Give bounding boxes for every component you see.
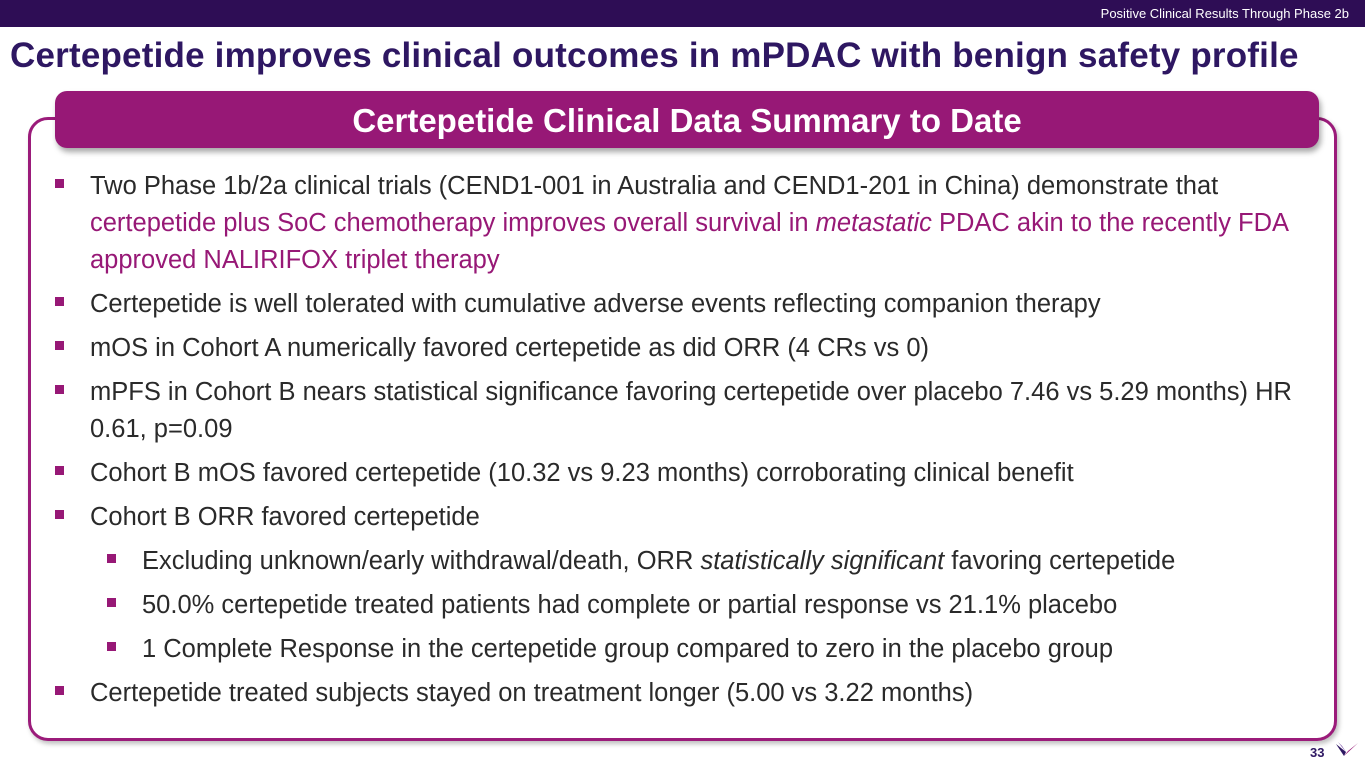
bullet-text: Cohort B ORR favored certepetide [90, 503, 480, 531]
header-bar: Positive Clinical Results Through Phase … [0, 0, 1365, 27]
square-bullet-icon [107, 554, 116, 563]
bullet-list: Two Phase 1b/2a clinical trials (CEND1-0… [52, 168, 1317, 719]
square-bullet-icon [55, 466, 64, 475]
bullet-item: Cohort B mOS favored certepetide (10.32 … [52, 455, 1317, 492]
bullet-text: Certepetide is well tolerated with cumul… [90, 290, 1101, 318]
bullet-highlight: certepetide plus SoC chemotherapy improv… [90, 209, 816, 237]
square-bullet-icon [55, 297, 64, 306]
square-bullet-icon [107, 598, 116, 607]
section-label: Positive Clinical Results Through Phase … [1100, 6, 1349, 21]
page-number: 33 [1310, 745, 1325, 760]
bullet-italic: statistically significant [700, 547, 945, 575]
bullet-item: Certepetide is well tolerated with cumul… [52, 286, 1317, 323]
bullet-item: Cohort B ORR favored certepetide [52, 499, 1317, 536]
bullet-highlight-end: PDAC akin to the recently FDA approved N… [90, 209, 1288, 274]
square-bullet-icon [55, 686, 64, 695]
sub-bullet-item: 50.0% certepetide treated patients had c… [52, 587, 1317, 624]
bullet-text: 50.0% certepetide treated patients had c… [142, 591, 1118, 619]
sub-bullet-item: 1 Complete Response in the certepetide g… [52, 631, 1317, 668]
bullet-text-end: favoring certepetide [944, 547, 1176, 575]
square-bullet-icon [55, 510, 64, 519]
bullet-item: Two Phase 1b/2a clinical trials (CEND1-0… [52, 168, 1317, 279]
bullet-item: mOS in Cohort A numerically favored cert… [52, 330, 1317, 367]
company-logo-icon [1336, 742, 1358, 756]
bullet-text: Excluding unknown/early withdrawal/death… [142, 547, 701, 575]
bullet-item: mPFS in Cohort B nears statistical signi… [52, 374, 1317, 448]
square-bullet-icon [107, 642, 116, 651]
bullet-text: Two Phase 1b/2a clinical trials (CEND1-0… [90, 172, 1219, 200]
bullet-text: Certepetide treated subjects stayed on t… [90, 679, 974, 707]
summary-box [28, 117, 1337, 741]
bullet-highlight-italic: metastatic [815, 209, 932, 237]
bullet-text: mOS in Cohort A numerically favored cert… [90, 334, 929, 362]
bullet-text: Cohort B mOS favored certepetide (10.32 … [90, 459, 1074, 487]
bullet-item: Certepetide treated subjects stayed on t… [52, 675, 1317, 712]
bullet-text: mPFS in Cohort B nears statistical signi… [90, 378, 1292, 443]
banner-title: Certepetide Clinical Data Summary to Dat… [352, 102, 1022, 139]
square-bullet-icon [55, 341, 64, 350]
sub-bullet-item: Excluding unknown/early withdrawal/death… [52, 543, 1317, 580]
summary-banner: Certepetide Clinical Data Summary to Dat… [55, 91, 1319, 148]
square-bullet-icon [55, 179, 64, 188]
bullet-text: 1 Complete Response in the certepetide g… [142, 635, 1114, 663]
slide-title: Certepetide improves clinical outcomes i… [10, 36, 1299, 75]
square-bullet-icon [55, 385, 64, 394]
